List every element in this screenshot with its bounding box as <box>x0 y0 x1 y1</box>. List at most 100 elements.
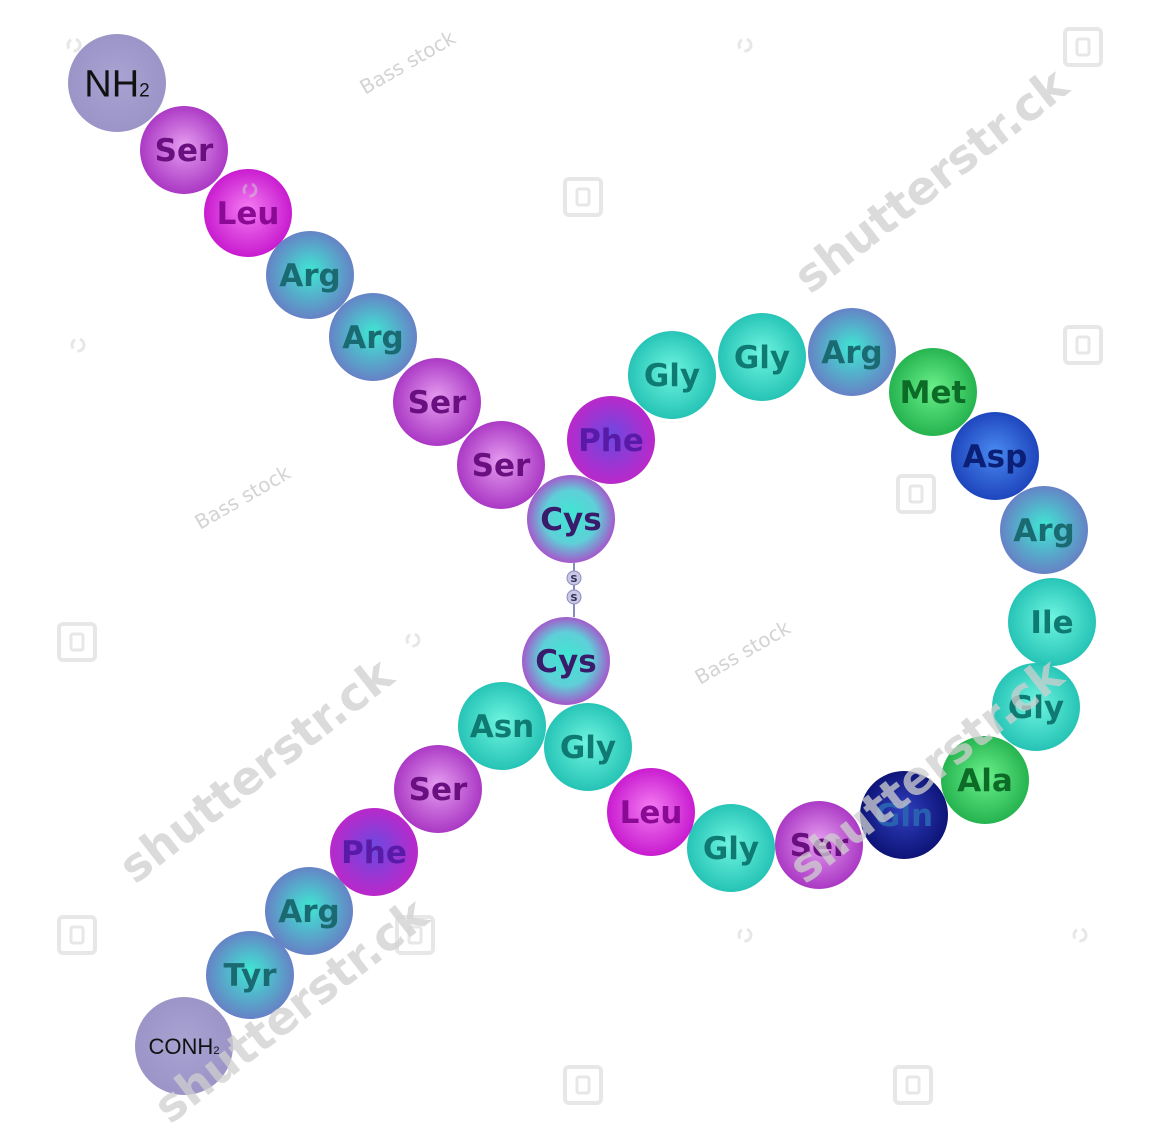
residue-circle <box>206 931 294 1019</box>
residue-circle <box>140 106 228 194</box>
watermark-swirl-icon <box>66 37 82 53</box>
residue-circle <box>522 617 610 705</box>
watermark-logo-icon <box>395 915 435 955</box>
bass-stock-watermark: Bass stock <box>356 25 460 99</box>
c-terminus-label: CONH2 <box>149 1034 220 1059</box>
svg-text:S: S <box>570 574 577 585</box>
residue-gly-22: Gly <box>544 703 632 791</box>
residue-circle <box>860 771 948 859</box>
residue-circle <box>567 396 655 484</box>
residue-label: Phe <box>341 835 407 871</box>
watermark-swirl-icon <box>405 632 421 648</box>
residue-met-12: Met <box>889 348 977 436</box>
residue-arg-11: Arg <box>808 308 896 396</box>
residue-circle <box>1008 578 1096 666</box>
residue-label: Arg <box>279 258 340 294</box>
residue-label: Arg <box>1013 513 1074 549</box>
watermark-logo-icon <box>1063 325 1103 365</box>
residue-arg-27: Arg <box>265 867 353 955</box>
residue-ser-25: Ser <box>394 745 482 833</box>
residue-label: Arg <box>278 894 339 930</box>
residue-label: Gly <box>703 831 759 867</box>
residue-gly-10: Gly <box>718 313 806 401</box>
residue-circle <box>266 231 354 319</box>
residue-label: Cys <box>540 502 601 538</box>
residue-ser-5: Ser <box>393 358 481 446</box>
residue-label: Gly <box>560 730 616 766</box>
residue-phe-26: Phe <box>330 808 418 896</box>
residue-ala-17: Ala <box>941 736 1029 824</box>
n-terminus-label: NH2 <box>84 64 149 106</box>
residue-circle <box>1000 486 1088 574</box>
residue-label: Gly <box>1008 690 1064 726</box>
watermark-logo-icon <box>563 1065 603 1105</box>
residue-label: Gly <box>734 340 790 376</box>
residue-gln-18: Gln <box>860 771 948 859</box>
watermark-swirl-icon <box>70 337 86 353</box>
residue-label: Arg <box>342 320 403 356</box>
residue-ser-6: Ser <box>457 421 545 509</box>
residue-ser-19: Ser <box>775 801 863 889</box>
residue-leu-21: Leu <box>607 768 695 856</box>
residue-circle <box>808 308 896 396</box>
residue-circle <box>265 867 353 955</box>
residue-circle <box>951 412 1039 500</box>
watermark-logo-icon <box>563 177 603 217</box>
residue-circle <box>687 804 775 892</box>
c-terminus: CONH2 <box>135 997 233 1095</box>
residue-label: Leu <box>217 196 280 232</box>
residue-label: Gln <box>875 798 933 834</box>
residue-label: Ile <box>1030 605 1073 641</box>
residue-label: Ser <box>409 772 468 808</box>
residue-ile-15: Ile <box>1008 578 1096 666</box>
residue-label: Ala <box>957 763 1013 799</box>
residue-label: Met <box>900 375 967 411</box>
residue-circle <box>458 682 546 770</box>
watermark-swirl-icon <box>242 182 258 198</box>
residue-gly-16: Gly <box>992 663 1080 751</box>
residue-circle <box>394 745 482 833</box>
residue-circle <box>527 475 615 563</box>
residue-circle <box>718 313 806 401</box>
residue-asn-24: Asn <box>458 682 546 770</box>
residue-circle <box>628 331 716 419</box>
watermark-logo-icon <box>896 474 936 514</box>
svg-text:S: S <box>570 593 577 604</box>
watermark-swirl-icon <box>737 37 753 53</box>
residue-tyr-28: Tyr <box>206 931 294 1019</box>
residue-gly-9: Gly <box>628 331 716 419</box>
residue-circle <box>941 736 1029 824</box>
residue-arg-4: Arg <box>329 293 417 381</box>
c-terminus-circle <box>135 997 233 1095</box>
shutterstock-watermark: shutterstr.ck <box>784 56 1080 304</box>
residue-ser-1: Ser <box>140 106 228 194</box>
residue-circle <box>204 169 292 257</box>
watermark-logo-icon <box>57 622 97 662</box>
terminus-layer: NH2 CONH2 <box>68 34 233 1095</box>
residue-cys-23: Cys <box>522 617 610 705</box>
residue-circle <box>544 703 632 791</box>
residue-leu-2: Leu <box>204 169 292 257</box>
residue-label: Gly <box>644 358 700 394</box>
residue-asp-13: Asp <box>951 412 1039 500</box>
residue-circle <box>992 663 1080 751</box>
residue-label: Ser <box>790 828 849 864</box>
residue-circle <box>457 421 545 509</box>
residue-label: Ser <box>155 133 214 169</box>
residue-label: Ser <box>408 385 467 421</box>
residue-circle <box>330 808 418 896</box>
residue-label: Phe <box>578 423 644 459</box>
residue-circle <box>329 293 417 381</box>
residue-label: Asn <box>470 709 535 745</box>
residue-circle <box>889 348 977 436</box>
residue-label: Leu <box>620 795 683 831</box>
bass-stock-watermark: Bass stock <box>191 460 295 534</box>
residue-label: Cys <box>535 644 596 680</box>
n-terminus-circle <box>68 34 166 132</box>
bass-stock-watermark: Bass stock <box>691 615 795 689</box>
watermark-logo-icon <box>1063 27 1103 67</box>
residue-label: Ser <box>472 448 531 484</box>
disulfide-atom: S <box>566 589 582 605</box>
